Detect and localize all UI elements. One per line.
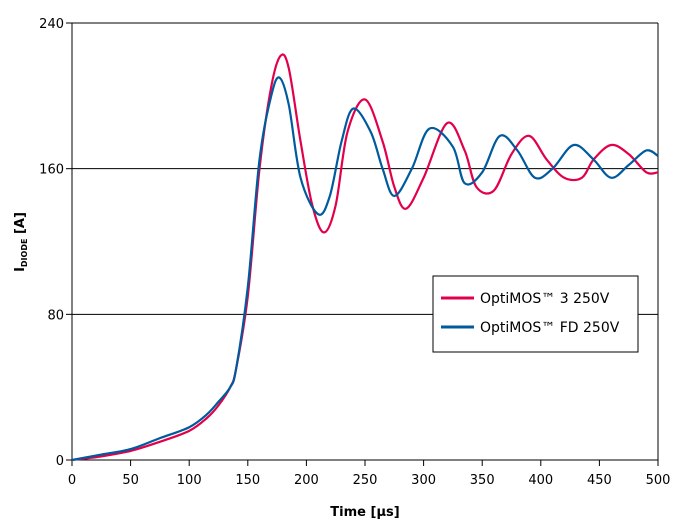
x-tick-label: 500 [646, 473, 671, 488]
x-tick-label: 350 [470, 473, 495, 488]
legend: OptiMOS™ 3 250V OptiMOS™ FD 250V [432, 275, 639, 353]
axes-layer: 0 80 160 240 0 50 100 150 200 250 300 350 400 450 500 [39, 17, 670, 488]
x-tick-label: 100 [177, 473, 202, 488]
series-layer [71, 53, 659, 462]
grid-layer [72, 22, 658, 315]
x-tick-label: 200 [294, 473, 319, 488]
x-tick-label: 150 [235, 473, 260, 488]
x-axis-title: Time [µs] [330, 505, 399, 520]
y-axis-title-main: I [13, 267, 28, 272]
legend-label-optimosfd: OptiMOS™ FD 250V [480, 320, 620, 336]
x-tick-label: 450 [587, 473, 612, 488]
y-tick-label: 160 [39, 163, 64, 178]
series-line-optimos3-250v [71, 53, 659, 462]
x-tick-label: 300 [411, 473, 436, 488]
y-tick-label: 240 [39, 17, 64, 32]
x-tick-label: 0 [68, 473, 76, 488]
y-axis-title-subscript: DIODE [20, 239, 29, 268]
legend-label-optimos3: OptiMOS™ 3 250V [480, 291, 610, 307]
y-tick-label: 0 [56, 454, 64, 469]
x-tick-label: 400 [528, 473, 553, 488]
x-tick-label: 250 [353, 473, 378, 488]
y-tick-label: 80 [47, 308, 64, 323]
y-axis-title: IDIODE [A] [13, 212, 29, 272]
y-axis-title-unit: [A] [13, 212, 28, 238]
legend-box [432, 275, 639, 353]
series-line-optimosfd-250v [71, 76, 659, 462]
x-tick-label: 50 [122, 473, 139, 488]
